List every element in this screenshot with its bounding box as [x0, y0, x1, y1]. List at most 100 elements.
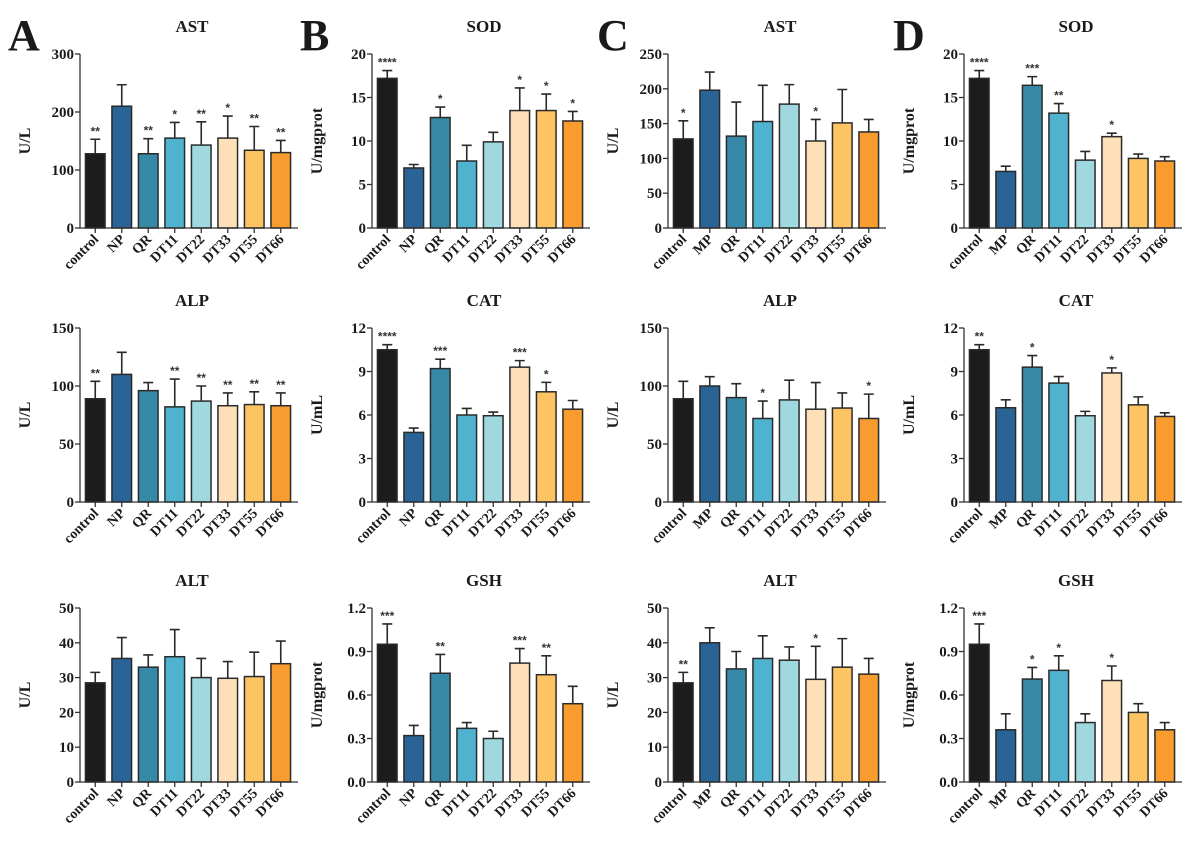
significance-marker: * [1056, 641, 1061, 655]
bar-dt22 [1074, 159, 1096, 229]
significance-marker: ** [223, 378, 233, 392]
significance-marker: *** [972, 609, 986, 623]
x-tick-label: DT11 [440, 786, 474, 820]
error-bar [461, 407, 472, 415]
bar-dt55 [243, 675, 265, 783]
x-tick-label: DT33 [200, 506, 234, 540]
y-axis-label: U/mgprot [901, 107, 918, 174]
x-tick-label: DT55 [519, 786, 553, 820]
bar-dt22 [482, 737, 504, 783]
y-tick-label: 150 [52, 321, 75, 337]
x-tick-label: DT55 [227, 786, 261, 820]
error-bar [222, 115, 233, 139]
panel-letter: B [300, 11, 329, 60]
bar-mp [995, 170, 1017, 229]
y-tick-label: 0 [655, 495, 663, 511]
bar-dt11 [164, 137, 186, 229]
y-tick-label: 0.6 [347, 688, 366, 704]
significance-marker: **** [378, 330, 397, 344]
y-axis-label: U/L [605, 682, 622, 709]
error-bar [169, 378, 180, 407]
y-tick-label: 50 [59, 437, 74, 453]
error-bar [196, 121, 207, 146]
y-tick-label: 50 [59, 601, 74, 617]
y-tick-label: 9 [951, 365, 959, 381]
x-tick-label: DT33 [788, 786, 822, 820]
bar-qr [1021, 678, 1043, 783]
y-tick-label: 0 [67, 495, 75, 511]
bar-dt66 [858, 673, 880, 783]
error-bar [863, 118, 874, 132]
y-tick-label: 40 [647, 636, 662, 652]
x-tick-label: control [61, 786, 102, 827]
significance-marker: * [544, 367, 549, 381]
error-bar [169, 121, 180, 139]
error-bar [249, 391, 260, 405]
x-tick-label: control [353, 506, 394, 547]
error-bar [837, 637, 848, 668]
error-bar [567, 110, 578, 121]
error-bar [488, 131, 499, 142]
x-tick-label: DT66 [253, 506, 287, 540]
significance-marker: *** [513, 634, 527, 648]
bar-dt22 [482, 141, 504, 229]
error-bar [249, 651, 260, 677]
error-bar [541, 655, 552, 675]
significance-marker: *** [513, 346, 527, 360]
y-tick-label: 0 [67, 221, 75, 237]
x-tick-label: MP [987, 506, 1013, 532]
x-tick-label: DT66 [841, 506, 875, 540]
x-tick-label: DT11 [148, 506, 182, 540]
significance-marker: ** [276, 378, 286, 392]
x-tick-label: control [945, 232, 986, 273]
y-tick-label: 3 [359, 452, 367, 468]
error-bar [514, 359, 525, 368]
x-tick-label: MP [691, 506, 717, 532]
panel-letter: D [893, 11, 925, 60]
significance-marker: * [1109, 651, 1114, 665]
significance-marker: * [1109, 118, 1114, 132]
x-tick-label: DT55 [519, 232, 553, 266]
bar-qr [1021, 366, 1043, 503]
chart-title: GSH [466, 571, 502, 590]
bar-mp [699, 385, 721, 503]
error-bar [222, 660, 233, 679]
y-axis-label: U/mgprot [309, 107, 326, 174]
significance-marker: *** [433, 344, 447, 358]
error-bar [863, 657, 874, 675]
x-tick-label: MP [691, 232, 717, 258]
error-bar [435, 653, 446, 674]
bar-dt33 [509, 366, 531, 503]
significance-marker: * [866, 379, 871, 393]
error-bar [974, 343, 985, 350]
y-tick-label: 20 [351, 47, 366, 63]
y-tick-label: 20 [943, 47, 958, 63]
error-bar [1000, 165, 1011, 172]
error-bar [461, 721, 472, 729]
significance-marker: * [1030, 341, 1035, 355]
y-tick-label: 0 [951, 221, 959, 237]
x-tick-label: DT55 [1111, 786, 1145, 820]
bar-dt33 [217, 404, 239, 503]
bar-qr [1021, 84, 1043, 229]
bar-dt11 [752, 657, 774, 783]
x-tick-label: DT66 [545, 786, 579, 820]
x-tick-label: NP [105, 506, 129, 530]
error-bar [784, 646, 795, 661]
x-tick-label: control [945, 506, 986, 547]
y-tick-label: 100 [640, 379, 663, 395]
significance-marker: ** [542, 641, 552, 655]
y-tick-label: 1.2 [347, 601, 366, 617]
bar-np [111, 373, 133, 503]
x-tick-label: DT66 [1137, 506, 1171, 540]
bar-np [403, 734, 425, 783]
y-axis-label: U/mgprot [309, 661, 326, 728]
y-tick-label: 5 [951, 178, 959, 194]
y-tick-label: 250 [640, 47, 663, 63]
error-bar [784, 83, 795, 105]
error-bar [514, 87, 525, 111]
y-axis-label: U/mgprot [901, 661, 918, 728]
